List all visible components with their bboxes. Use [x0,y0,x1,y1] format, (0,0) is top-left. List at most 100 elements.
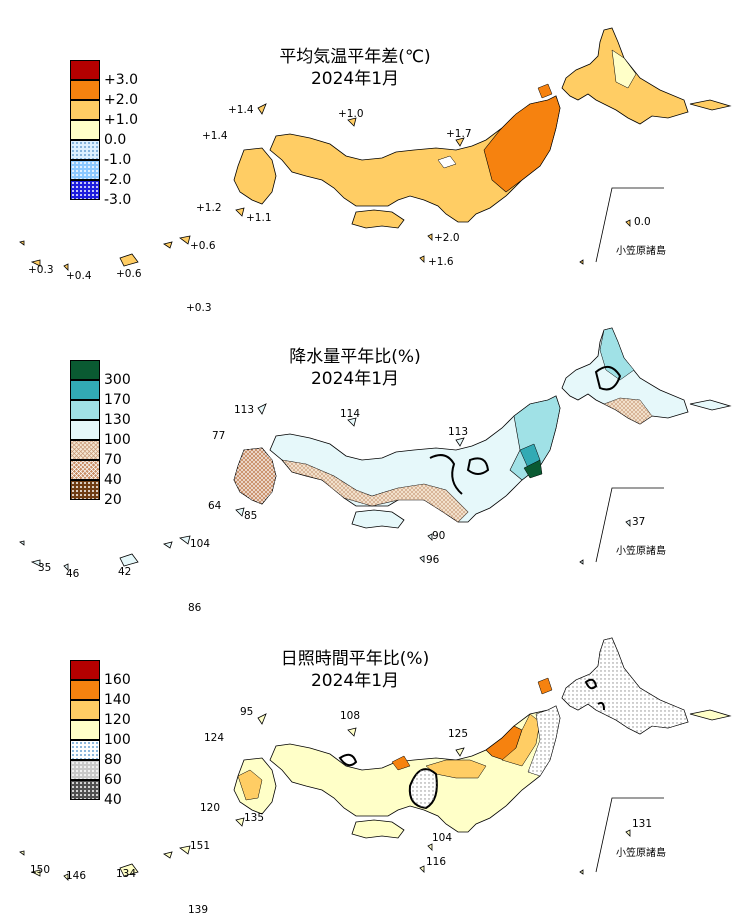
ogasawara-label: 小笠原諸島 [616,246,666,257]
legend-swatch [70,780,100,800]
value-label: 46 [66,568,80,580]
value-label: +0.3 [28,264,54,276]
precip-region-west-hatch [282,460,468,522]
value-label: 116 [426,856,447,868]
value-label: +0.6 [190,240,216,252]
legend-label: 160 [104,672,131,688]
legend-label: 70 [104,452,122,468]
value-label: 86 [188,602,202,614]
value-label: +1.4 [202,130,228,142]
temp-region-white [437,155,457,169]
legend-label: 80 [104,752,122,768]
precipitation-panel: 降水量平年比(%) 2024年1月 300 170 130 100 70 40 20 113… [0,300,750,614]
sun-contour-100 [597,701,605,711]
legend-swatch [70,160,100,180]
legend-swatch [70,60,100,80]
legend-label: 130 [104,412,131,428]
title-line1: 平均気温平年差(℃) [279,47,431,67]
title-line2: 2024年1月 [310,369,400,389]
legend-swatch [70,400,100,420]
sunshine-title: 日照時間平年比(%) 2024年1月 [250,648,460,692]
legend-swatch [70,680,100,700]
legend-swatch [70,120,100,140]
ogasawara-frame [595,797,664,873]
legend-swatch [70,480,100,500]
precipitation-title: 降水量平年比(%) 2024年1月 [250,346,460,390]
legend-swatch [70,80,100,100]
legend-label: -2.0 [104,172,132,188]
value-label: 114 [340,408,361,420]
legend-label: 40 [104,472,122,488]
legend-label: 100 [104,432,131,448]
legend-label: 140 [104,692,131,708]
temperature-panel: 平均気温平年差(℃) 2024年1月 +3.0 +2.0 +1.0 0.0 -1.0 -2… [0,0,750,314]
sun-region-tohoku-120 [501,713,541,767]
legend-swatch [70,440,100,460]
temperature-title: 平均気温平年差(℃) 2024年1月 [250,46,460,90]
precip-contour-100 [429,454,463,495]
value-label: 151 [190,840,211,852]
ogasawara-frame [595,187,664,263]
legend-label: 300 [104,372,131,388]
value-label: 131 [632,818,653,830]
precip-region-hokkaido-south-hatch [604,398,652,424]
precipitation-map [19,327,731,600]
value-label: 85 [244,510,258,522]
sun-region-central-120 [425,759,487,779]
legend-swatch [70,360,100,380]
sun-region-tohoku-pacific-dots [528,706,560,776]
legend-label: 40 [104,792,122,808]
legend-swatch [70,140,100,160]
temperature-map [19,27,731,300]
value-label: 108 [340,710,361,722]
ogasawara-label: 小笠原諸島 [616,546,666,557]
value-label: +1.6 [428,256,454,268]
legend-swatch [70,380,100,400]
legend-label: +2.0 [104,92,138,108]
value-label: 96 [426,554,440,566]
value-label: 77 [212,430,226,442]
value-label: +1.1 [246,212,272,224]
value-label: 139 [188,904,209,916]
legend-swatch [70,460,100,480]
sun-region-kyushu-120 [237,769,263,801]
legend-swatch [70,720,100,740]
ogasawara-frame [595,487,664,563]
precip-region-300 [523,459,543,479]
sun-region-hokkaido-dots [562,638,688,734]
value-label: 113 [448,426,469,438]
value-label: 104 [190,538,211,550]
legend-label: 100 [104,732,131,748]
title-line2: 2024年1月 [310,671,400,691]
value-label: 35 [38,562,52,574]
legend-label: 60 [104,772,122,788]
value-label: 42 [118,566,132,578]
title-line2: 2024年1月 [310,69,400,89]
precip-region-tohoku [509,395,561,481]
value-label: 104 [432,832,453,844]
legend-swatch [70,180,100,200]
legend-label: +1.0 [104,112,138,128]
value-label: +0.3 [186,302,212,314]
legend-label: +3.0 [104,72,138,88]
legend-swatch [70,760,100,780]
temp-region-tohoku [483,95,561,193]
value-label: +1.7 [446,128,472,140]
value-label: 37 [632,516,646,528]
legend-label: 0.0 [104,132,127,148]
title-line1: 日照時間平年比(%) [280,649,430,669]
precip-contour-100 [466,457,490,475]
value-label: 95 [240,706,254,718]
value-label: 90 [432,530,446,542]
legend-label: 20 [104,492,122,508]
legend-label: 170 [104,392,131,408]
value-label: +0.4 [66,270,92,282]
sun-contour-100 [584,678,598,690]
sun-region-oshima [537,677,553,695]
value-label: +2.0 [434,232,460,244]
legend-label: -1.0 [104,152,132,168]
legend-swatch [70,420,100,440]
value-label: 125 [448,728,469,740]
legend-label: -3.0 [104,192,132,208]
value-label: 64 [208,500,222,512]
